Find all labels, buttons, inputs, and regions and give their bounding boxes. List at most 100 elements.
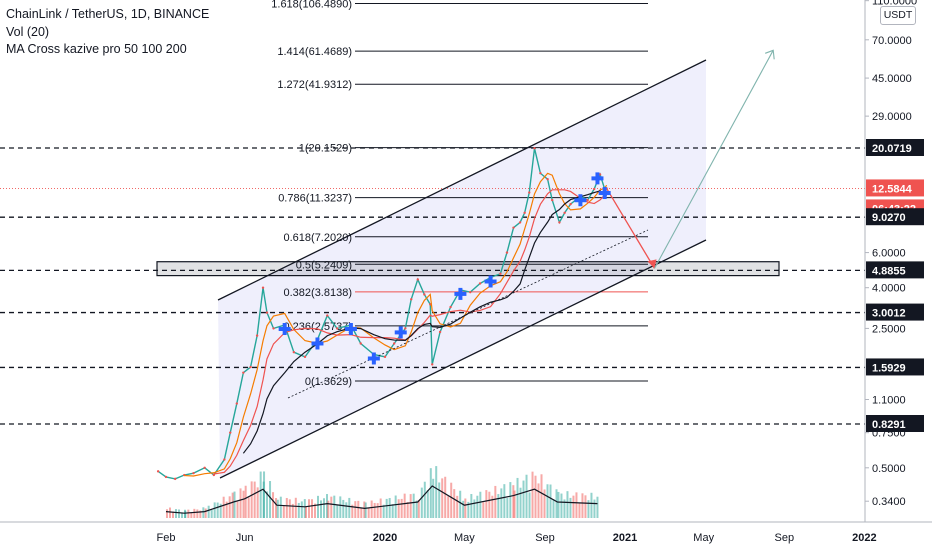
volume-bar — [482, 502, 485, 518]
volume-bar — [184, 510, 187, 518]
cross-signal-icon — [484, 275, 497, 288]
volume-bar — [216, 502, 219, 518]
price-point — [410, 298, 413, 301]
cross-v — [315, 337, 320, 350]
channel-upper-line — [217, 59, 707, 301]
price-point — [164, 475, 168, 479]
volume-bar — [204, 508, 207, 518]
volume-bar — [269, 481, 272, 518]
volume-bar — [202, 507, 205, 518]
volume-bar — [342, 499, 345, 518]
price-tag[interactable]: 0.8291 — [866, 415, 924, 432]
volume-bar — [509, 482, 512, 518]
volume-bar — [488, 491, 491, 518]
cross-signal-icon — [311, 337, 324, 350]
volume-bar — [263, 471, 266, 518]
volume-bar — [300, 501, 303, 518]
cross-v — [578, 194, 583, 207]
price-point — [539, 172, 542, 175]
volume-bar — [409, 494, 412, 518]
volume-bar — [376, 503, 379, 518]
volume-bar — [233, 491, 236, 518]
price-line — [157, 148, 607, 480]
price-tag[interactable]: 4.8855 — [866, 261, 924, 279]
volume-bar — [397, 499, 400, 518]
volume-bar — [467, 501, 470, 518]
fib-level-label: 1.618(106.4890) — [271, 0, 352, 10]
volume-bar — [438, 482, 441, 518]
ma-50-line — [184, 172, 608, 477]
price-point — [272, 327, 275, 330]
volume-bar — [333, 495, 336, 518]
price-point — [431, 363, 434, 366]
support-zone — [156, 261, 780, 277]
volume-bar — [546, 484, 549, 518]
volume-bar — [367, 507, 370, 518]
volume-bar — [555, 489, 558, 518]
x-tick-label: 2021 — [613, 532, 637, 544]
cross-v — [348, 323, 353, 336]
price-point — [392, 342, 396, 345]
price-point — [173, 477, 177, 481]
legend-ma-cross[interactable]: MA Cross kazive pro 50 100 200 — [6, 42, 187, 56]
y-tick-label: 110.0000 — [872, 0, 917, 8]
volume-bar — [354, 501, 357, 518]
volume-bar — [314, 503, 316, 518]
volume-bar — [494, 485, 497, 518]
cross-signal-icon — [598, 187, 611, 200]
volume-bar — [165, 509, 168, 518]
volume-bar — [525, 474, 528, 518]
volume-bar — [572, 495, 575, 518]
price-tag[interactable]: 3.0012 — [866, 303, 924, 321]
y-tick-label: 6.0000 — [872, 248, 906, 260]
volume-bar — [231, 492, 234, 518]
volume-bar — [557, 491, 560, 518]
x-tick-label: Feb — [156, 532, 175, 544]
price-tag[interactable]: 9.0270 — [866, 208, 924, 226]
price-point — [235, 402, 239, 405]
chart-legend: ChainLink / TetherUS, 1D, BINANCE Vol (2… — [6, 6, 209, 59]
volume-bar — [266, 491, 269, 518]
price-tag-bg — [866, 208, 924, 226]
volume-bar — [540, 474, 543, 518]
volume-bar — [272, 492, 275, 518]
volume-bar — [552, 499, 555, 518]
volume-bar — [462, 500, 465, 518]
legend-volume[interactable]: Vol (20) — [6, 24, 50, 39]
price-point — [383, 355, 387, 359]
currency-button[interactable]: USDT — [880, 6, 916, 25]
cross-signal-icon — [591, 172, 604, 185]
volume-bar — [497, 494, 500, 518]
price-point — [438, 330, 442, 334]
volume-bar — [180, 512, 183, 518]
volume-bar — [519, 487, 522, 518]
volume-bar — [432, 478, 435, 518]
volume-bar — [394, 495, 397, 518]
volume-bar — [317, 495, 319, 518]
volume-bar — [476, 495, 479, 518]
price-tag-label: 12.5844 — [872, 183, 913, 195]
cross-v — [595, 172, 600, 185]
y-tick-label: 29.0000 — [872, 111, 912, 123]
price-tag[interactable]: 20.0719 — [866, 139, 924, 156]
price-tag[interactable]: 1.5929 — [866, 358, 924, 376]
y-tick-label: 0.5000 — [872, 463, 906, 475]
fib-level-label: 0.382(3.8138) — [284, 287, 353, 299]
volume-bar — [500, 488, 503, 518]
x-tick-label: May — [454, 532, 475, 544]
volume-bar — [228, 496, 231, 518]
volume-bar — [385, 498, 388, 518]
price-tag[interactable]: 12.5844 — [866, 179, 924, 197]
cross-v — [371, 352, 376, 365]
price-point — [203, 466, 206, 470]
volume-bar — [512, 485, 515, 518]
cross-signal-icon — [278, 323, 291, 336]
volume-bar — [320, 500, 322, 518]
volume-bar — [291, 503, 294, 518]
volume-bar — [213, 502, 216, 518]
price-point — [229, 431, 232, 434]
volume-bar — [400, 498, 403, 518]
volume-bar — [364, 502, 367, 518]
legend-symbol[interactable]: ChainLink / TetherUS, 1D, BINANCE — [6, 7, 210, 21]
